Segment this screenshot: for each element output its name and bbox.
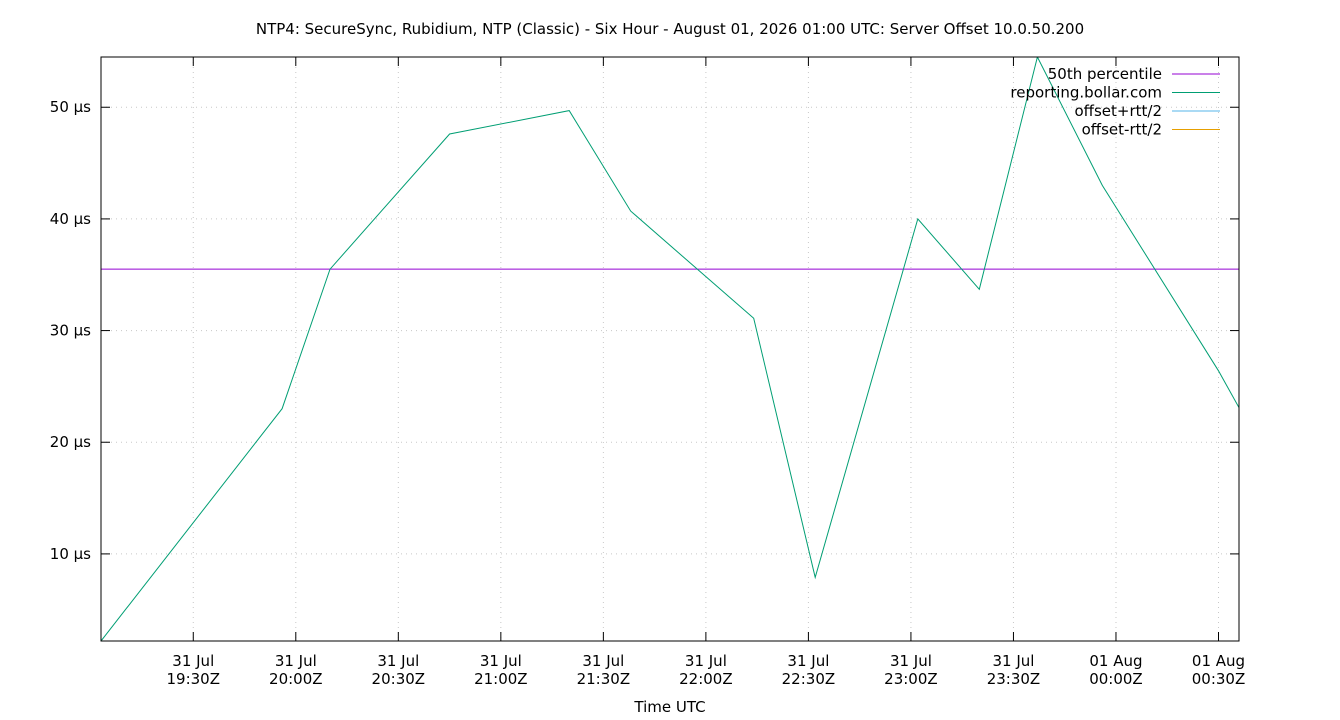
x-tick-label-line-7-1: 23:00Z: [884, 670, 938, 688]
legend-label-2: offset+rtt/2: [1074, 102, 1162, 120]
x-tick-label-line-0-1: 19:30Z: [167, 670, 221, 688]
x-tick-label-9: 01 Aug 00:00Z: [1089, 652, 1143, 688]
x-tick-label-line-4-0: 31 Jul: [582, 652, 624, 670]
y-tick-label-0: 10 µs: [50, 545, 91, 563]
x-tick-label-line-9-0: 01 Aug: [1089, 652, 1142, 670]
grid: [101, 57, 1239, 641]
x-tick-label-line-4-1: 21:30Z: [577, 670, 631, 688]
x-tick-label-1: 31 Jul 20:00Z: [269, 652, 323, 688]
x-tick-label-3: 31 Jul 21:00Z: [474, 652, 528, 688]
plot-border: [100, 56, 1240, 642]
y-tick-label-4: 50 µs: [50, 98, 91, 116]
x-tick-label-line-10-1: 00:30Z: [1192, 670, 1246, 688]
x-tick-label-line-8-1: 23:30Z: [987, 670, 1041, 688]
x-tick-label-5: 31 Jul 22:00Z: [679, 652, 733, 688]
x-tick-label-line-5-1: 22:00Z: [679, 670, 733, 688]
x-tick-label-line-8-0: 31 Jul: [992, 652, 1034, 670]
series-layer: [101, 57, 1239, 641]
legend-label-1: reporting.bollar.com: [1010, 84, 1162, 102]
x-tick-label-10: 01 Aug 00:30Z: [1192, 652, 1246, 688]
x-tick-label-line-6-0: 31 Jul: [787, 652, 829, 670]
legend-label-3: offset-rtt/2: [1082, 121, 1162, 139]
y-tick-label-3: 40 µs: [50, 210, 91, 228]
x-tick-label-line-7-0: 31 Jul: [890, 652, 932, 670]
x-tick-label-line-3-1: 21:00Z: [474, 670, 528, 688]
x-tick-label-8: 31 Jul 23:30Z: [987, 652, 1041, 688]
x-tick-label-line-2-1: 20:30Z: [372, 670, 426, 688]
x-tick-label-line-6-1: 22:30Z: [782, 670, 836, 688]
x-tick-label-line-3-0: 31 Jul: [480, 652, 522, 670]
x-tick-label-4: 31 Jul 21:30Z: [577, 652, 631, 688]
x-tick-label-line-5-0: 31 Jul: [685, 652, 727, 670]
y-tick-label-2: 30 µs: [50, 322, 91, 340]
legend-label-0: 50th percentile: [1048, 65, 1162, 83]
x-tick-label-line-1-1: 20:00Z: [269, 670, 323, 688]
x-tick-label-line-1-0: 31 Jul: [275, 652, 317, 670]
x-tick-label-7: 31 Jul 23:00Z: [884, 652, 938, 688]
x-axis-label: Time UTC: [633, 698, 705, 716]
y-tick-label-1: 20 µs: [50, 433, 91, 451]
x-tick-label-6: 31 Jul 22:30Z: [782, 652, 836, 688]
x-tick-label-line-2-0: 31 Jul: [377, 652, 419, 670]
x-tick-label-line-10-0: 01 Aug: [1192, 652, 1245, 670]
x-tick-label-2: 31 Jul 20:30Z: [372, 652, 426, 688]
x-tick-label-line-9-1: 00:00Z: [1089, 670, 1143, 688]
x-tick-label-0: 31 Jul 19:30Z: [167, 652, 221, 688]
x-tick-label-line-0-0: 31 Jul: [172, 652, 214, 670]
chart-title: NTP4: SecureSync, Rubidium, NTP (Classic…: [256, 20, 1084, 38]
series-line-1: [101, 57, 1239, 641]
legend: 50th percentilereporting.bollar.comoffse…: [1010, 65, 1220, 139]
